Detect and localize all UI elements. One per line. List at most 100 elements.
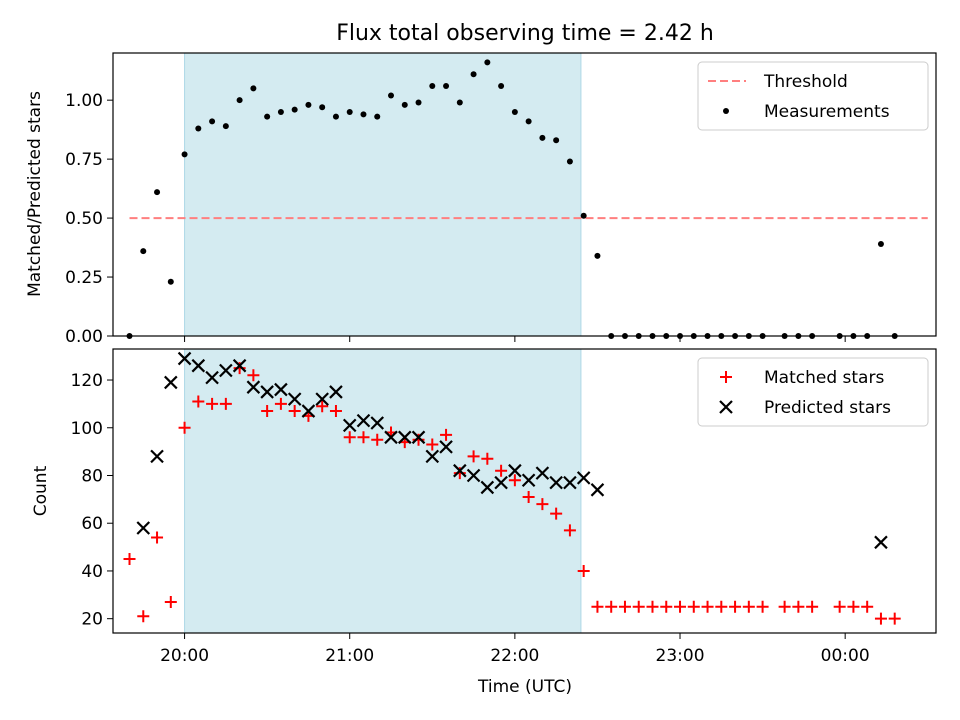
top-y-tick-label: 0.25 [65, 268, 103, 288]
legend-label: Measurements [764, 102, 890, 122]
bottom-y-tick-label: 100 [71, 419, 103, 439]
matched-star-point [288, 405, 301, 418]
measurement-point [346, 108, 353, 115]
predicted-star-point [521, 473, 536, 488]
predicted-star-point [205, 370, 219, 385]
predicted-star-point [563, 475, 577, 490]
matched-star-point [701, 600, 714, 613]
measurement-point [429, 83, 436, 90]
x-axis-label: Time (UTC) [477, 677, 572, 697]
measurement-point [498, 83, 505, 90]
matched-star-point [591, 600, 604, 613]
matched-star-point [550, 507, 563, 520]
measurement-point [456, 99, 463, 106]
predicted-star-point [136, 521, 151, 535]
matched-star-point [151, 531, 164, 544]
measurement-point [291, 106, 298, 113]
predicted-star-point [576, 471, 591, 485]
measurement-point [470, 71, 477, 78]
legend-label: Matched stars [764, 368, 884, 388]
measurement-point [140, 248, 147, 255]
matched-star-point [742, 600, 755, 613]
predicted-star-point [274, 382, 288, 397]
predicted-star-point [494, 475, 508, 490]
matched-star-point [233, 362, 246, 375]
matched-star-point [522, 490, 535, 503]
measurement-point [511, 108, 518, 115]
matched-star-point [329, 405, 342, 418]
matched-star-point [618, 600, 631, 613]
measurement-point [236, 97, 243, 104]
legend-measurements-swatch [723, 108, 729, 114]
predicted-star-point [411, 430, 426, 445]
measurement-point [154, 189, 161, 196]
measurement-point [594, 252, 601, 259]
top-y-tick-label: 0.00 [65, 327, 103, 347]
measurement-point [580, 212, 587, 219]
bottom-y-tick-label: 120 [71, 371, 103, 391]
legend-matched-swatch [720, 371, 732, 383]
measurement-point [415, 99, 422, 106]
predicted-star-point [480, 480, 495, 495]
chart-title: Flux total observing time = 2.42 h [336, 21, 714, 46]
matched-star-point [453, 467, 466, 480]
bottom-observing-window [184, 349, 581, 633]
matched-star-point [206, 397, 219, 410]
predicted-star-point [260, 385, 274, 399]
matched-star-point [467, 450, 480, 463]
matched-star-point [164, 595, 177, 608]
predicted-star-point [549, 475, 563, 490]
measurement-point [525, 118, 532, 125]
matched-star-point [371, 433, 384, 446]
measurement-point [553, 137, 560, 144]
top-observing-window [184, 53, 581, 336]
matched-star-point [357, 431, 370, 444]
matched-star-point [440, 428, 453, 441]
measurement-point [305, 101, 312, 108]
predicted-star-point [164, 375, 178, 390]
top-axes-frame [112, 52, 937, 337]
matched-star-point [274, 397, 287, 410]
matched-star-point [137, 610, 150, 623]
measurement-point [374, 113, 381, 120]
legend-predicted-swatch [719, 400, 733, 414]
matched-star-point [536, 498, 549, 511]
bottom-y-tick-label: 60 [81, 514, 103, 534]
measurement-point [195, 125, 202, 132]
x-tick-label: 20:00 [160, 646, 209, 666]
predicted-star-point [425, 449, 440, 464]
bottom-y-tick-label: 20 [81, 610, 103, 630]
measurement-point [566, 158, 573, 165]
predicted-star-point [397, 430, 412, 445]
predicted-star-point [177, 351, 192, 366]
measurement-point [401, 101, 408, 108]
top-y-tick-label: 0.75 [65, 150, 103, 170]
measurement-point [181, 151, 188, 158]
measurement-point [388, 92, 395, 99]
predicted-star-point [287, 392, 302, 406]
top-y-axis-label: Matched/Predicted stars [25, 91, 45, 297]
matched-star-point [674, 600, 687, 613]
matched-star-point [646, 600, 659, 613]
legend-label: Predicted stars [764, 398, 891, 418]
x-tick-label: 21:00 [325, 646, 374, 666]
matched-star-point [123, 553, 136, 566]
measurement-point [209, 118, 216, 125]
predicted-star-point [301, 404, 316, 418]
measurement-point [319, 104, 326, 111]
legend-label: Threshold [763, 72, 848, 92]
bottom-y-tick-label: 40 [81, 562, 103, 582]
matched-star-point [219, 397, 232, 410]
matched-star-point [632, 600, 645, 613]
matched-star-point [343, 431, 356, 444]
measurement-point [222, 123, 229, 130]
matched-star-point [178, 421, 191, 434]
top-y-tick-label: 1.00 [65, 91, 103, 111]
measurement-point [443, 83, 450, 90]
predicted-star-point [439, 440, 453, 454]
top-legend-box [697, 61, 929, 131]
predicted-star-point [191, 358, 206, 373]
x-tick-label: 23:00 [656, 646, 705, 666]
predicted-star-point [356, 413, 371, 428]
